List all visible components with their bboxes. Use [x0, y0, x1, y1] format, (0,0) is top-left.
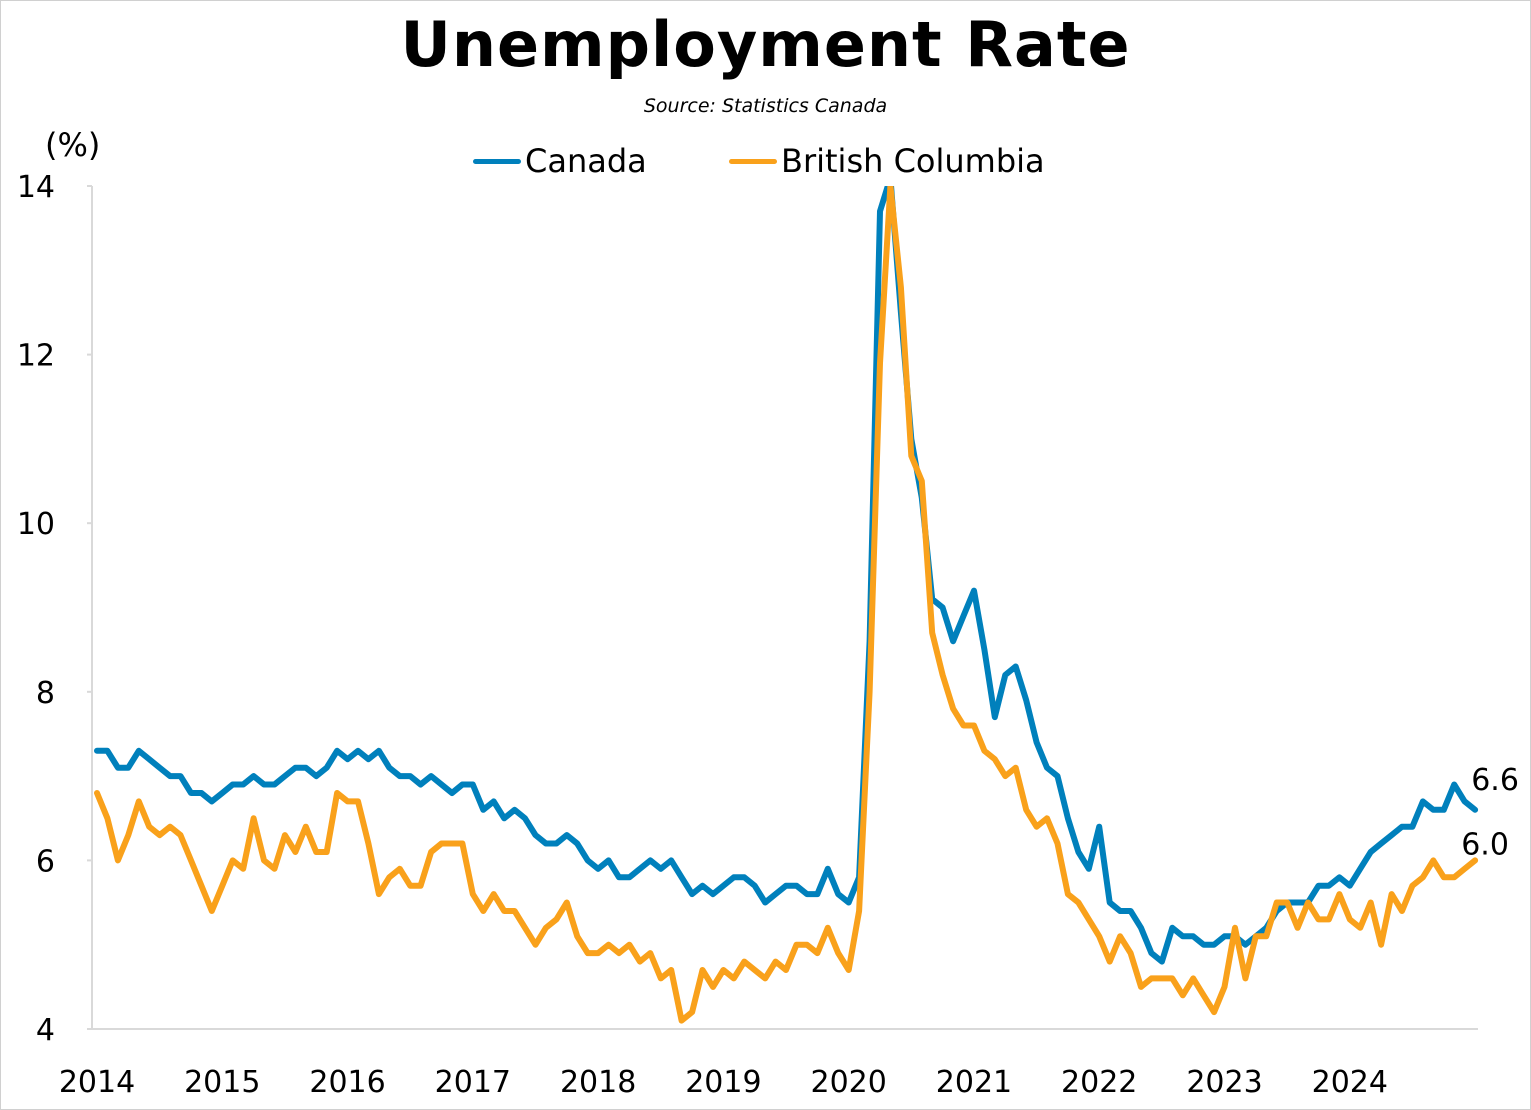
x-tick-label: 2020 — [811, 1065, 887, 1100]
x-tick-label: 2024 — [1312, 1065, 1388, 1100]
end-label-british-columbia: 6.0 — [1461, 827, 1509, 862]
x-tick-label: 2019 — [685, 1065, 761, 1100]
legend-label-canada: Canada — [525, 142, 647, 180]
x-tick-label: 2021 — [936, 1065, 1012, 1100]
y-tick-label: 4 — [36, 1013, 55, 1048]
chart-subtitle: Source: Statistics Canada — [643, 95, 888, 117]
y-tick-label: 10 — [17, 507, 55, 542]
legend-item-canada: Canada — [473, 142, 647, 180]
legend-label-bc: British Columbia — [781, 142, 1045, 180]
x-tick-label: 2015 — [184, 1065, 260, 1100]
series-line-british-columbia — [94, 186, 1479, 1024]
x-tick-label: 2016 — [309, 1065, 385, 1100]
end-label-canada: 6.6 — [1471, 763, 1519, 798]
x-tick-label: 2022 — [1061, 1065, 1137, 1100]
y-tick-label: 6 — [36, 844, 55, 879]
x-tick-label: 2017 — [435, 1065, 511, 1100]
x-tick-label: 2023 — [1186, 1065, 1262, 1100]
y-tick-label: 8 — [36, 676, 55, 711]
y-tick-label: 12 — [17, 339, 55, 374]
series-line-canada — [94, 186, 1479, 965]
legend-swatch-canada — [473, 158, 521, 164]
legend-swatch-bc — [729, 158, 777, 164]
x-tick-label: 2014 — [59, 1065, 135, 1100]
y-axis-label: (%) — [45, 126, 101, 164]
y-tick-label: 14 — [17, 170, 55, 205]
x-tick-label: 2018 — [560, 1065, 636, 1100]
legend-item-bc: British Columbia — [729, 142, 1045, 180]
chart-title: Unemployment Rate — [400, 8, 1131, 81]
